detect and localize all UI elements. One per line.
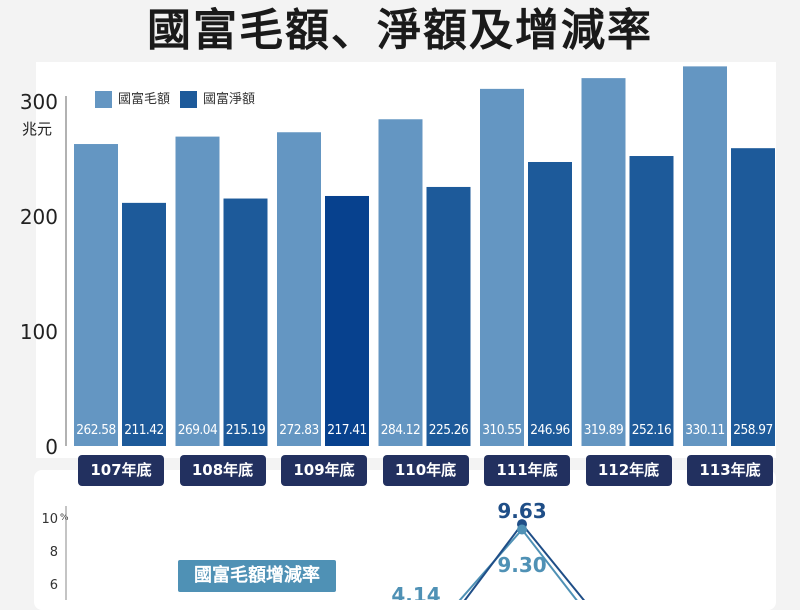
y-axis-unit: 兆元 bbox=[22, 120, 53, 138]
bar-net bbox=[731, 148, 775, 446]
bar-gross bbox=[74, 144, 118, 446]
legend-label-gross: 國富毛額 bbox=[118, 92, 171, 107]
bar-net bbox=[528, 161, 572, 446]
legend-net: 國富淨額 bbox=[180, 91, 255, 109]
data-label-gross-peak: 9.30 bbox=[497, 553, 546, 577]
data-label-gross-point: 4.14 bbox=[391, 583, 440, 600]
chart-title: 國富毛額、淨額及增減率 bbox=[147, 5, 653, 56]
category-label: 110年底 bbox=[382, 455, 469, 486]
category-label: 109年底 bbox=[281, 455, 367, 486]
line-y-tick-label: 8 bbox=[50, 545, 58, 560]
bar-gross bbox=[277, 132, 321, 447]
bar-gross bbox=[378, 119, 423, 447]
y-tick-label: 0 bbox=[45, 435, 58, 459]
bar-value-label: 211.42 bbox=[124, 422, 163, 438]
bar-value-label: 252.16 bbox=[632, 422, 671, 438]
legend-swatch-net bbox=[180, 91, 197, 108]
y-tick-label: 100 bbox=[20, 320, 58, 344]
bar-value-label: 215.19 bbox=[226, 422, 265, 438]
bar-value-label: 217.41 bbox=[327, 422, 366, 438]
bar-chart: 0 100 200 300 262.58 211.42 269.04 215.19 272.83… bbox=[20, 66, 775, 459]
line-y-unit: % bbox=[60, 513, 69, 523]
bar-net bbox=[325, 195, 369, 446]
data-label-net-peak: 9.63 bbox=[497, 499, 546, 523]
bar-net bbox=[223, 198, 268, 446]
category-label: 111年底 bbox=[484, 455, 570, 486]
line-y-tick-label: 6 bbox=[50, 578, 58, 593]
bar-value-label: 310.55 bbox=[482, 422, 521, 438]
bar-value-label: 258.97 bbox=[733, 422, 772, 438]
bar-value-label: 246.96 bbox=[530, 422, 569, 438]
y-tick-label: 200 bbox=[20, 205, 58, 229]
y-tick-label: 300 bbox=[20, 90, 58, 114]
category-label: 112年底 bbox=[585, 455, 672, 486]
category-label: 107年底 bbox=[78, 455, 164, 486]
bar-gross bbox=[683, 66, 727, 446]
bar-value-label: 272.83 bbox=[279, 422, 318, 438]
legend-swatch-gross bbox=[95, 91, 112, 108]
bar-value-label: 319.89 bbox=[584, 422, 623, 438]
bar-value-label: 269.04 bbox=[178, 422, 218, 438]
legend-gross: 國富毛額 bbox=[95, 91, 170, 109]
point-gross-peak bbox=[517, 524, 527, 535]
bar-net bbox=[426, 186, 471, 447]
bar-net bbox=[629, 156, 674, 447]
bar-value-label: 330.11 bbox=[685, 422, 724, 438]
bar-value-label: 284.12 bbox=[381, 422, 420, 438]
legend-label-net: 國富淨額 bbox=[203, 92, 256, 107]
category-label: 113年底 bbox=[687, 455, 773, 486]
bar-value-label: 262.58 bbox=[76, 422, 115, 438]
gross-growth-callout: 國富毛額增減率 bbox=[178, 560, 336, 592]
bar-gross bbox=[480, 88, 524, 447]
line-y-tick-label: 10 bbox=[41, 512, 58, 527]
bar-net bbox=[122, 202, 166, 446]
bar-gross bbox=[581, 78, 626, 447]
bar-gross bbox=[175, 136, 220, 446]
line-chart-panel bbox=[34, 470, 776, 610]
bar-value-label: 225.26 bbox=[429, 422, 468, 438]
category-label: 108年底 bbox=[179, 455, 266, 486]
